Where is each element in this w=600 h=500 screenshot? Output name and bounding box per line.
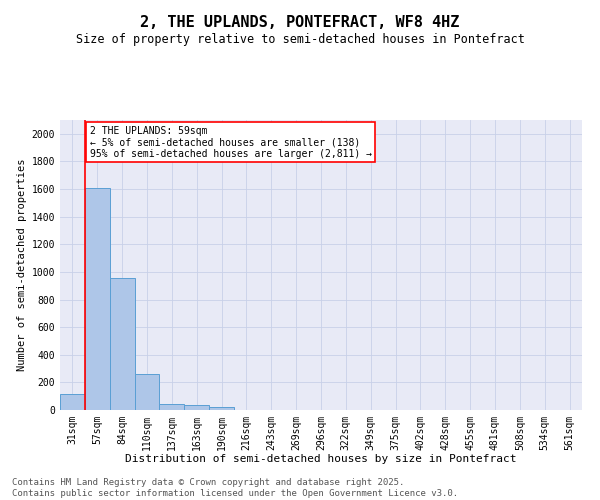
X-axis label: Distribution of semi-detached houses by size in Pontefract: Distribution of semi-detached houses by …	[125, 454, 517, 464]
Bar	[110, 278, 134, 410]
Bar	[85, 188, 110, 410]
Bar	[209, 407, 234, 410]
Bar	[134, 374, 160, 410]
Text: 2, THE UPLANDS, PONTEFRACT, WF8 4HZ: 2, THE UPLANDS, PONTEFRACT, WF8 4HZ	[140, 15, 460, 30]
Text: Size of property relative to semi-detached houses in Pontefract: Size of property relative to semi-detach…	[76, 32, 524, 46]
Y-axis label: Number of semi-detached properties: Number of semi-detached properties	[17, 159, 28, 371]
Bar	[60, 394, 85, 410]
Bar	[184, 405, 209, 410]
Bar	[160, 404, 184, 410]
Text: 2 THE UPLANDS: 59sqm
← 5% of semi-detached houses are smaller (138)
95% of semi-: 2 THE UPLANDS: 59sqm ← 5% of semi-detach…	[90, 126, 372, 158]
Text: Contains HM Land Registry data © Crown copyright and database right 2025.
Contai: Contains HM Land Registry data © Crown c…	[12, 478, 458, 498]
